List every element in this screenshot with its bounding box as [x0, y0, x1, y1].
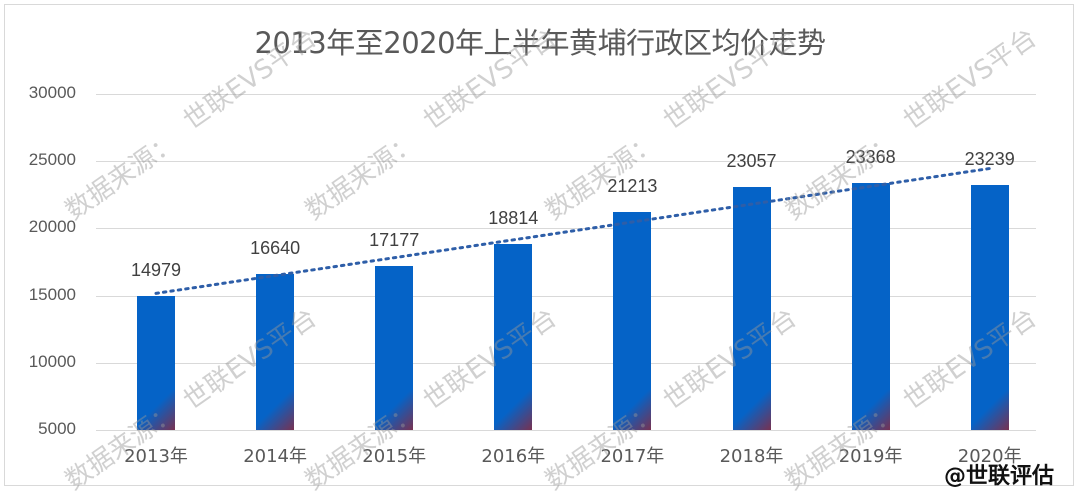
- bar: [613, 212, 652, 430]
- x-tick-label: 2013年: [124, 446, 188, 467]
- data-label: 23368: [845, 147, 896, 168]
- data-label: 14979: [130, 259, 182, 280]
- y-tick-label: 10000: [28, 351, 76, 371]
- bar: [137, 295, 175, 431]
- gridline: [96, 295, 1036, 297]
- y-tick-label: 15000: [28, 284, 76, 304]
- x-tick-label: 2020年: [957, 446, 1022, 467]
- x-tick-label: 2014年: [243, 446, 307, 467]
- bar: [256, 273, 295, 431]
- data-label: 18814: [488, 208, 539, 229]
- data-label: 23057: [726, 151, 777, 172]
- x-tick-label: 2018年: [719, 446, 784, 467]
- gridline: [96, 228, 1036, 230]
- x-tick-label: 2019年: [838, 446, 903, 467]
- bar: [851, 183, 890, 430]
- x-tick-label: 2017年: [600, 446, 665, 467]
- x-tick-label: 2016年: [481, 446, 546, 467]
- gridline: [96, 94, 1036, 95]
- data-label: 16640: [250, 237, 301, 258]
- y-tick-label: 30000: [28, 83, 76, 102]
- data-label: 17177: [369, 230, 420, 251]
- chart-title: 2013年至2020年上半年黄埔行政区均价走势: [254, 26, 826, 60]
- y-tick-label: 25000: [28, 150, 76, 170]
- bar: [494, 244, 533, 430]
- gridline: [96, 430, 1036, 431]
- bar: [732, 187, 771, 430]
- chart-frame: [4, 4, 1074, 486]
- gridline: [96, 362, 1036, 364]
- data-label: 21213: [607, 176, 658, 197]
- gridline: [96, 161, 1036, 163]
- x-tick-label: 2015年: [362, 446, 427, 467]
- brand-label: @世联评估: [943, 464, 1054, 489]
- y-tick-label: 20000: [28, 217, 76, 237]
- bar: [970, 184, 1009, 431]
- bar: [375, 266, 414, 430]
- y-tick-label: 5000: [38, 419, 76, 438]
- data-label: 23239: [964, 148, 1015, 169]
